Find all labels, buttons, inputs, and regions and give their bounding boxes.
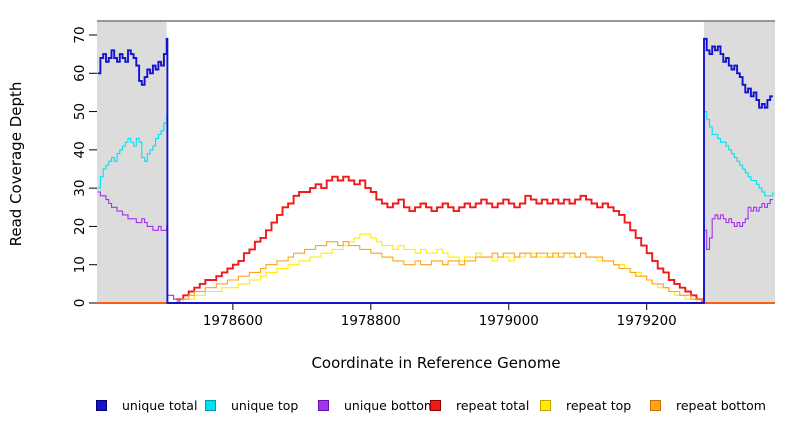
y-tick-label: 30 [72, 180, 88, 197]
legend-swatch [650, 399, 661, 411]
legend-item-unique-total: unique total [96, 397, 197, 413]
series-unique-total [97, 37, 773, 304]
legend-item-repeat-bottom: repeat bottom [650, 397, 766, 413]
x-tick-label: 1979200 [617, 313, 677, 329]
legend-swatch [205, 399, 216, 411]
legend: unique total unique top unique bottom repea… [0, 397, 792, 417]
x-tick-label: 1978800 [341, 313, 401, 329]
series-repeat-bottom [97, 241, 775, 304]
legend-label: unique top [231, 397, 299, 413]
legend-item-repeat-total: repeat total [430, 397, 529, 413]
x-axis-title: Coordinate in Reference Genome [311, 354, 561, 372]
series-unique-top [97, 111, 774, 304]
series-unique-bottom [97, 191, 773, 304]
legend-item-unique-top: unique top [205, 397, 298, 413]
legend-label: repeat top [566, 397, 632, 413]
x-tick-label: 1979000 [479, 313, 539, 329]
legend-swatch [318, 399, 329, 411]
series-repeat-top [97, 233, 775, 304]
y-tick-label: 60 [72, 65, 88, 82]
legend-swatch [96, 399, 107, 411]
x-tick-label: 1978600 [203, 313, 263, 329]
shaded-region [97, 21, 167, 303]
legend-label: repeat total [456, 397, 530, 413]
y-tick-label: 10 [72, 256, 88, 273]
y-tick-label: 50 [72, 103, 88, 120]
legend-item-repeat-top: repeat top [540, 397, 631, 413]
y-axis-title: Read Coverage Depth [7, 81, 25, 247]
legend-label: unique bottom [344, 397, 437, 413]
legend-swatch [540, 399, 551, 411]
y-tick-label: 70 [72, 26, 88, 43]
legend-label: repeat bottom [676, 397, 766, 413]
y-tick-label: 40 [72, 141, 88, 158]
y-tick-label: 0 [72, 299, 88, 308]
legend-item-unique-bottom: unique bottom [318, 397, 436, 413]
y-tick-label: 20 [72, 218, 88, 235]
legend-swatch [430, 399, 441, 411]
legend-label: unique total [122, 397, 198, 413]
series-repeat-total [97, 175, 775, 304]
